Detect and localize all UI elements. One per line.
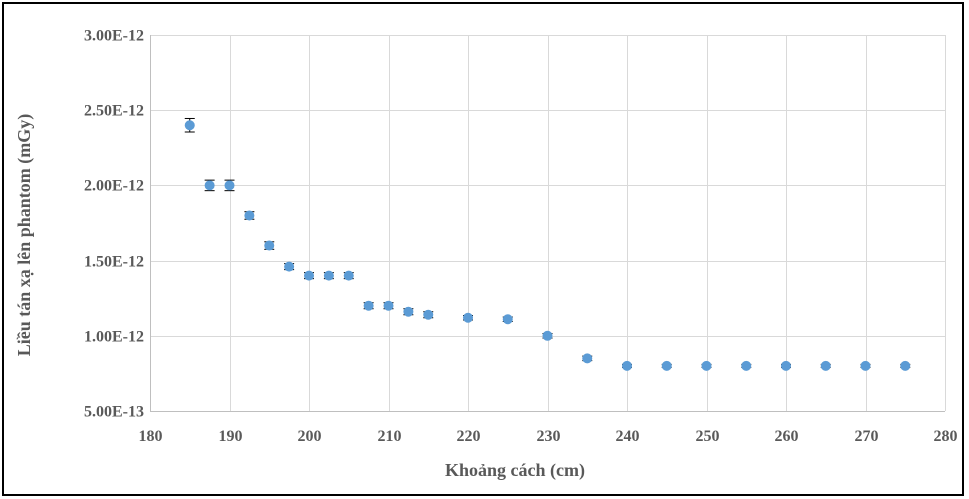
data-point (582, 353, 593, 364)
y-tick-label: 1.00E-12 (84, 329, 144, 346)
x-tick-label: 280 (934, 428, 958, 445)
x-tick-label: 240 (616, 428, 640, 445)
data-point (363, 300, 374, 311)
x-tick-label: 190 (219, 428, 243, 445)
data-point (741, 360, 752, 371)
data-point (184, 120, 195, 131)
data-point (383, 300, 394, 311)
y-tick-label: 2.00E-12 (84, 178, 144, 195)
x-tick-label: 180 (139, 428, 163, 445)
data-point (204, 180, 215, 191)
y-tick-label: 2.50E-12 (84, 103, 144, 120)
data-point (403, 306, 414, 317)
x-axis-title: Khoảng cách (cm) (445, 460, 585, 481)
x-tick-label: 210 (378, 428, 402, 445)
gridlines (150, 35, 946, 411)
y-tick-label: 1.50E-12 (84, 254, 144, 271)
data-point (264, 240, 275, 251)
y-tick-label: 3.00E-12 (84, 28, 144, 45)
data-point (323, 270, 334, 281)
x-tick-label: 260 (775, 428, 799, 445)
data-point (661, 360, 672, 371)
data-point (542, 330, 553, 341)
x-tick-label: 270 (855, 428, 879, 445)
x-tick-label: 220 (457, 428, 481, 445)
data-point (502, 314, 513, 325)
data-points (184, 120, 911, 371)
x-tick-labels: 180 190 200 210 220 230 240 250 260 270 280 (139, 428, 958, 445)
axes (150, 35, 945, 412)
error-bars (184, 117, 911, 368)
data-point (304, 270, 314, 281)
data-point (343, 270, 354, 281)
x-tick-label: 250 (696, 428, 720, 445)
x-tick-label: 200 (298, 428, 322, 445)
data-point (622, 360, 632, 371)
data-point (781, 360, 791, 371)
y-axis-title: Liều tán xạ lên phantom (mGy) (14, 114, 35, 357)
data-point (284, 261, 295, 272)
data-point (244, 210, 255, 221)
x-tick-label: 230 (537, 428, 561, 445)
data-point (900, 360, 911, 371)
data-point (820, 360, 831, 371)
y-tick-labels: 5.00E-13 1.00E-12 1.50E-12 2.00E-12 2.50E-12… (84, 28, 144, 421)
data-point (423, 309, 434, 320)
data-point (463, 312, 473, 323)
data-point (224, 180, 235, 191)
data-point (701, 360, 712, 371)
y-tick-label: 5.00E-13 (84, 404, 144, 421)
data-point (860, 360, 871, 371)
